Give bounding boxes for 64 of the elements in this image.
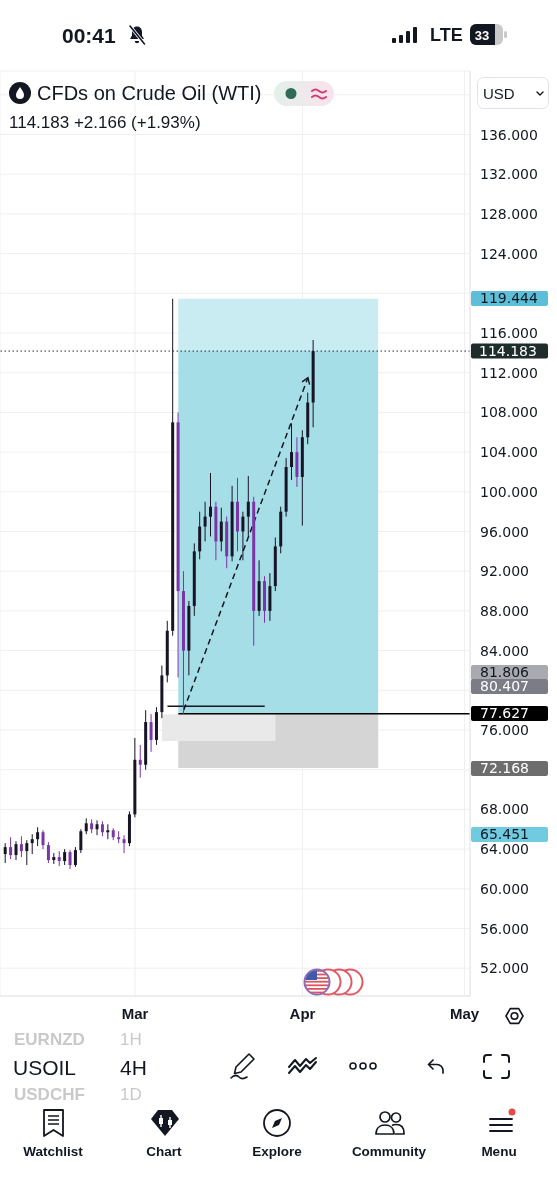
candlestick	[79, 828, 83, 854]
y-tick-label: 96.000	[480, 523, 529, 540]
candlestick	[208, 472, 212, 537]
candlestick	[290, 422, 294, 481]
candlestick	[149, 713, 153, 753]
y-tick-label: 56.000	[480, 920, 529, 937]
x-tick-label: May	[450, 1004, 480, 1022]
candlestick	[138, 744, 142, 779]
y-tick-label: 108.000	[480, 404, 538, 421]
candlestick	[219, 507, 223, 552]
text: Chart	[146, 1144, 182, 1160]
y-tick-label: 128.000	[480, 205, 538, 222]
y-tick-label: 68.000	[480, 801, 529, 818]
text: 00:41	[62, 23, 116, 47]
y-tick-label: 104.000	[480, 444, 538, 461]
candlestick	[19, 835, 23, 858]
candlestick	[73, 846, 77, 868]
text: CFDs on Crude Oil (WTI)	[37, 82, 262, 104]
candlestick	[95, 819, 99, 836]
y-tick-label: 112.000	[480, 364, 538, 381]
x-tick-label: Mar	[121, 1004, 149, 1022]
candlestick	[25, 839, 29, 866]
candlestick	[3, 842, 7, 864]
y-tick-label: 52.000	[480, 960, 529, 977]
text: 114.183 +2.166 (+1.93%)	[9, 112, 201, 132]
y-tick-label: 132.000	[480, 166, 538, 183]
text: LTE	[430, 25, 463, 45]
candlestick	[36, 826, 40, 847]
text: 65.451	[471, 826, 548, 843]
y-tick-label: 76.000	[480, 722, 529, 739]
text: 33	[474, 27, 490, 43]
candlestick	[122, 834, 126, 854]
x-tick-label: Apr	[289, 1004, 316, 1022]
y-tick-label: 64.000	[480, 841, 529, 858]
text: Menu	[481, 1144, 517, 1160]
candlestick	[41, 829, 45, 850]
text: 77.627	[471, 705, 548, 722]
text: 80.407	[471, 677, 548, 694]
y-tick-label: 92.000	[480, 563, 529, 580]
text: 119.444	[471, 290, 548, 307]
text: Watchlist	[23, 1144, 83, 1160]
ref-line-label: 114.183	[479, 343, 537, 360]
text: 72.168	[471, 759, 548, 776]
y-tick-label: 100.000	[480, 483, 538, 500]
y-tick-label: 116.000	[480, 325, 538, 342]
y-tick-label: 84.000	[480, 642, 529, 659]
candlestick	[246, 475, 250, 537]
text: USD	[483, 84, 515, 102]
text: USOIL	[13, 1055, 77, 1079]
text: Explore	[252, 1144, 302, 1160]
text: Community	[351, 1144, 427, 1160]
candlestick	[14, 840, 18, 861]
y-tick-label: 124.000	[480, 245, 538, 262]
candlestick	[241, 511, 245, 561]
candlestick	[9, 836, 13, 860]
candlestick	[203, 501, 207, 542]
text: 81.806	[471, 663, 548, 680]
candlestick	[46, 841, 50, 864]
y-tick-label: 60.000	[480, 880, 529, 897]
y-tick-label: 136.000	[480, 126, 538, 143]
candlestick	[30, 833, 34, 855]
candlestick	[68, 849, 72, 870]
text: 4H	[120, 1055, 147, 1079]
y-tick-label: 88.000	[480, 602, 529, 619]
